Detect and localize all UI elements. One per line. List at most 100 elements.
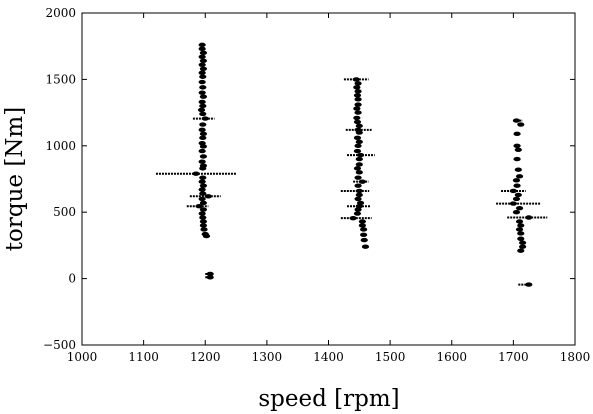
data-point bbox=[509, 188, 517, 194]
y-tick-label: 1500 bbox=[45, 72, 76, 86]
data-point bbox=[353, 148, 362, 154]
data-point bbox=[353, 119, 362, 125]
data-point bbox=[199, 94, 208, 99]
data-point bbox=[355, 162, 363, 167]
data-point bbox=[353, 93, 362, 98]
data-point bbox=[358, 219, 366, 224]
data-point bbox=[192, 171, 200, 176]
data-point bbox=[353, 135, 362, 141]
data-point bbox=[199, 200, 208, 206]
data-point bbox=[355, 204, 363, 209]
data-point bbox=[199, 85, 207, 90]
data-point bbox=[513, 143, 521, 148]
data-point bbox=[200, 227, 208, 232]
data-point bbox=[358, 179, 366, 184]
y-axis-title: torque [Nm] bbox=[2, 107, 28, 251]
data-point bbox=[513, 183, 521, 188]
data-point bbox=[360, 227, 368, 232]
data-point bbox=[517, 223, 525, 228]
plot-frame bbox=[81, 12, 576, 346]
data-point bbox=[206, 271, 214, 277]
data-point bbox=[201, 116, 209, 121]
data-point bbox=[198, 179, 206, 184]
data-point bbox=[519, 244, 527, 249]
data-point bbox=[199, 111, 207, 117]
data-point bbox=[514, 167, 522, 172]
x-tick-label: 1200 bbox=[190, 350, 221, 364]
data-point bbox=[354, 196, 362, 202]
data-point bbox=[198, 99, 206, 105]
y-tick-label: 500 bbox=[53, 205, 76, 219]
data-point bbox=[349, 215, 357, 221]
data-point bbox=[199, 183, 208, 188]
data-point bbox=[198, 159, 206, 164]
y-tick-label: −500 bbox=[43, 338, 76, 352]
data-point bbox=[206, 275, 214, 280]
data-point bbox=[354, 183, 362, 188]
data-point bbox=[198, 196, 206, 202]
x-tick-label: 1600 bbox=[436, 350, 467, 364]
data-point bbox=[512, 178, 521, 183]
data-point bbox=[353, 115, 361, 121]
data-point bbox=[513, 156, 521, 162]
data-point bbox=[197, 107, 206, 113]
data-point bbox=[353, 85, 361, 90]
data-point bbox=[199, 66, 208, 71]
x-axis-title: speed [rpm] bbox=[258, 386, 399, 412]
data-point bbox=[354, 102, 362, 107]
data-points bbox=[155, 42, 548, 287]
x-ticks: 1000 1100 1200 1300 1400 1500 1600 1700 1800 bbox=[67, 13, 591, 364]
data-point bbox=[199, 191, 207, 196]
data-point bbox=[198, 90, 206, 95]
data-point bbox=[198, 62, 206, 67]
data-point bbox=[355, 192, 363, 198]
data-point bbox=[517, 236, 525, 241]
data-point bbox=[353, 166, 362, 171]
data-point bbox=[515, 219, 524, 224]
data-point bbox=[525, 282, 533, 287]
data-point bbox=[198, 211, 206, 216]
data-point bbox=[199, 219, 208, 224]
data-point bbox=[199, 223, 208, 228]
data-point bbox=[198, 70, 206, 75]
y-ticks: −500 0 500 1000 1500 2000 bbox=[43, 6, 575, 352]
x-tick-label: 1800 bbox=[560, 350, 591, 364]
data-point bbox=[519, 240, 527, 245]
x-tick-label: 1700 bbox=[498, 350, 529, 364]
data-point bbox=[515, 206, 524, 211]
data-point bbox=[355, 156, 363, 162]
x-tick-label: 1500 bbox=[375, 350, 406, 364]
data-point bbox=[517, 122, 525, 127]
data-point bbox=[354, 207, 362, 212]
data-point bbox=[514, 192, 522, 198]
data-point bbox=[198, 54, 206, 60]
data-point bbox=[517, 248, 525, 253]
data-point bbox=[354, 97, 362, 102]
data-point bbox=[355, 123, 363, 129]
y-tick-label: 0 bbox=[68, 272, 76, 286]
data-point bbox=[199, 144, 208, 149]
data-point bbox=[354, 81, 362, 86]
data-point bbox=[204, 194, 212, 199]
data-point bbox=[198, 140, 206, 146]
data-point bbox=[199, 166, 207, 171]
data-point bbox=[199, 131, 208, 137]
data-point bbox=[353, 106, 361, 111]
data-point bbox=[199, 50, 208, 56]
data-point bbox=[198, 127, 206, 133]
data-point bbox=[199, 122, 207, 127]
data-point bbox=[512, 118, 521, 123]
data-point bbox=[512, 210, 521, 215]
data-point bbox=[199, 74, 207, 79]
data-point bbox=[195, 204, 203, 209]
data-point bbox=[355, 188, 363, 194]
x-tick-label: 1300 bbox=[252, 350, 283, 364]
data-point bbox=[198, 46, 206, 52]
x-tick-label: 1400 bbox=[313, 350, 344, 364]
data-point bbox=[199, 103, 207, 109]
data-point bbox=[355, 130, 363, 135]
data-point bbox=[198, 42, 206, 48]
data-point bbox=[360, 232, 368, 237]
data-point bbox=[199, 135, 207, 141]
